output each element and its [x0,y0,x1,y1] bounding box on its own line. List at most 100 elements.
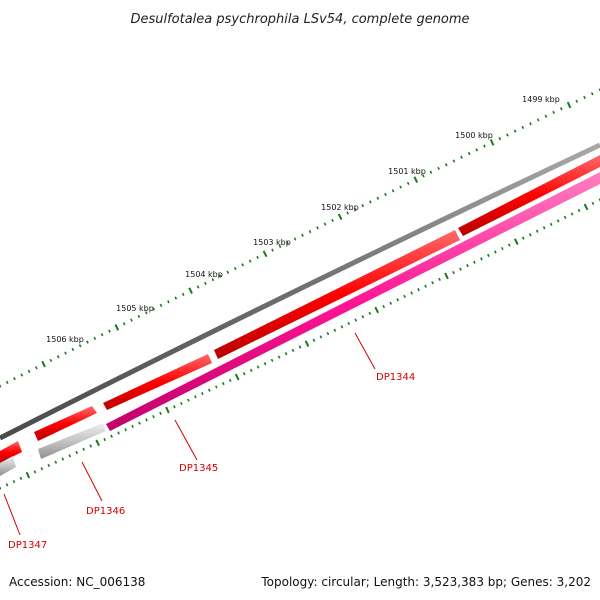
leader-line [3,493,21,536]
kbp-label: 1504 kbp [185,270,223,279]
minor-tick [56,355,60,359]
minor-tick [384,192,387,197]
minor-tick [556,219,560,223]
gene-forward[interactable] [0,441,22,463]
minor-tick [214,385,218,389]
minor-tick [291,348,295,352]
minor-tick [493,250,497,254]
minor-tick [131,424,134,429]
minor-tick [528,233,532,237]
minor-tick [241,263,245,267]
minor-tick [187,398,190,402]
minor-tick [138,421,141,425]
minor-tick [34,366,38,370]
reverse-strand [0,172,600,476]
minor-tick [159,411,162,415]
accession-text: Accession: NC_006138 [9,575,145,589]
leader-line [81,461,103,502]
major-tick [304,340,310,347]
kbp-label: 1505 kbp [116,304,154,313]
minor-tick [152,307,156,311]
minor-tick [323,222,327,226]
genome-backbone [0,142,600,441]
kbp-labels: 1499 kbp 1500 kbp 1501 kbp 1502 kbp 1503… [46,95,560,344]
minor-tick [13,377,16,381]
minor-tick [459,267,462,271]
major-tick [25,471,31,479]
gene-label-dp1344[interactable]: DP1344 [376,372,415,383]
minor-tick [271,248,274,252]
leader-line [174,419,198,461]
minor-tick [117,431,120,435]
major-tick [489,139,495,146]
minor-tick [277,355,281,359]
gene-gray[interactable] [38,423,106,459]
minor-tick [12,479,16,484]
minor-tick [460,155,463,159]
minor-tick [340,325,344,329]
minor-tick [417,287,420,292]
minor-tick [513,129,517,133]
major-tick [165,406,170,414]
minor-tick [19,476,23,480]
minor-tick [529,122,532,126]
minor-tick [86,340,89,344]
gene-gray[interactable] [0,456,16,476]
minor-tick [452,270,455,275]
minor-tick [226,270,230,274]
minor-tick [0,384,2,388]
gene-label-dp1347[interactable]: DP1347 [8,540,47,551]
major-tick [337,213,343,221]
minor-tick [326,331,330,336]
gene-reverse[interactable] [106,172,600,431]
minor-tick [536,118,540,122]
gene-forward[interactable] [34,406,97,441]
minor-tick [316,226,319,230]
minor-tick [286,241,289,245]
minor-tick [368,311,372,315]
gene-label-dp1346[interactable]: DP1346 [86,506,125,517]
minor-tick [270,358,274,362]
outer-tick-ring [0,88,600,388]
gene-forward[interactable] [103,354,212,410]
minor-tick [211,278,215,282]
minor-tick [110,434,113,438]
minor-tick [575,99,579,103]
minor-tick [40,467,44,471]
minor-tick [61,457,65,461]
major-tick [262,250,268,258]
minor-tick [403,294,407,299]
inner-tick-ring [0,198,600,490]
kbp-label: 1503 kbp [253,238,291,247]
minor-tick [256,365,260,369]
major-tick [188,287,193,294]
genome-summary-text: Topology: circular; Length: 3,523,383 bp… [260,575,591,589]
major-tick [114,324,120,331]
gene-forward[interactable] [458,155,600,236]
minor-tick [75,450,79,455]
minor-tick [480,257,483,261]
minor-tick [204,281,207,285]
minor-tick [27,369,31,373]
minor-tick [552,110,555,115]
minor-tick [466,264,469,268]
minor-tick [263,362,267,366]
minor-tick [298,345,302,349]
minor-tick [221,382,225,386]
kbp-label: 1501 kbp [388,167,426,176]
gene-label-dp1345[interactable]: DP1345 [179,463,218,474]
minor-tick [152,414,155,419]
minor-tick [301,233,304,237]
minor-tick [71,347,75,352]
minor-tick [331,218,334,223]
minor-tick [174,296,178,300]
minor-tick [145,418,148,422]
minor-tick [218,274,222,278]
minor-tick [346,211,350,215]
minor-tick [5,380,9,384]
minor-tick [33,470,37,474]
minor-tick [312,338,316,342]
gene-forward[interactable] [214,230,460,359]
minor-tick [196,285,200,289]
minor-tick [49,358,53,363]
